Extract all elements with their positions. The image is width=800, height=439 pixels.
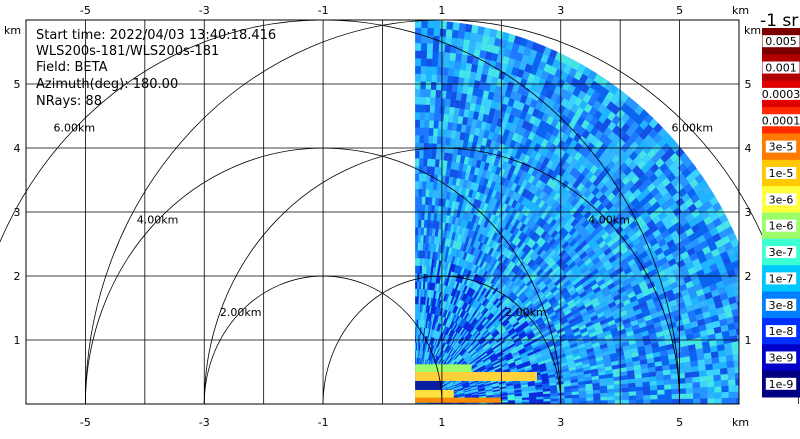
y-tick-label-left: 3 xyxy=(14,206,21,219)
colorbar-label: 3e-8 xyxy=(769,299,794,312)
range-ring-label: 2.00km xyxy=(505,306,547,319)
range-ring-label: 4.00km xyxy=(137,214,179,227)
colorbar-label: 3e-7 xyxy=(769,246,794,259)
colorbar-label: 0.0003 xyxy=(762,88,800,101)
axis-unit-label: km xyxy=(744,24,761,37)
colorbar-label: 3e-9 xyxy=(769,351,794,364)
x-tick-label-top: 1 xyxy=(438,4,445,17)
y-tick-label-left: 1 xyxy=(14,334,21,347)
y-tick-label-left: 4 xyxy=(14,142,21,155)
range-ring-2km-right xyxy=(322,275,562,405)
y-tick-label-right: 2 xyxy=(745,270,752,283)
azimuth-text: Azimuth(deg): 180.00 xyxy=(36,77,178,92)
x-tick-label-top: 3 xyxy=(557,4,564,17)
colorbar: 0.005 0.001 0.0003 0.0001 3e-5 1e-5 3e-6 1e-6 3e… xyxy=(759,28,800,398)
y-tick-label-left: 2 xyxy=(14,270,21,283)
range-ring-label: 4.00km xyxy=(588,214,630,227)
range-ring-label: 6.00km xyxy=(671,122,713,135)
x-tick-label-bottom: 5 xyxy=(676,416,683,429)
x-tick-label-bottom: -5 xyxy=(80,416,91,429)
plot-frame xyxy=(25,19,740,405)
start-time-text: Start time: 2022/04/03 13:40:18.416 xyxy=(36,28,276,43)
colorbar-label: 1e-8 xyxy=(769,325,794,338)
x-tick-label-bottom: 3 xyxy=(557,416,564,429)
colorbar-label: 1e-7 xyxy=(769,272,794,285)
colorbar-label: 0.001 xyxy=(765,62,797,75)
y-tick-label-left: 5 xyxy=(14,78,21,91)
info-panel: Start time: 2022/04/03 13:40:18.416 WLS2… xyxy=(36,28,276,109)
colorbar-label: 0.0001 xyxy=(762,114,800,127)
colorbar-label: 1e-9 xyxy=(769,378,794,391)
axis-unit-label: km xyxy=(4,24,21,37)
range-ring-2km-left xyxy=(203,275,443,405)
x-tick-label-top: -3 xyxy=(199,4,210,17)
colorbar-unit: -1 sr xyxy=(760,11,798,31)
x-tick-label-bottom: 1 xyxy=(438,416,445,429)
range-ring-label: 6.00km xyxy=(54,122,96,135)
x-tick-label-top: 5 xyxy=(676,4,683,17)
axes: -5 -5 -3 -3 -1 -1 1 1 3 3 5 5 1 1 2 2 3 3 4 4 5 5 km km km km xyxy=(4,4,761,429)
colorbar-label: 3e-6 xyxy=(769,193,794,206)
field-text: Field: BETA xyxy=(36,60,108,75)
y-tick-label-right: 1 xyxy=(745,334,752,347)
instrument-text: WLS200s-181/WLS200s-181 xyxy=(36,44,219,59)
y-tick-label-right: 4 xyxy=(745,142,752,155)
axis-unit-label: km xyxy=(732,416,749,429)
colorbar-label: 3e-5 xyxy=(769,141,794,154)
x-tick-label-bottom: -3 xyxy=(199,416,210,429)
x-tick-label-bottom: -1 xyxy=(318,416,329,429)
axis-unit-label: km xyxy=(732,4,749,17)
grid-lines xyxy=(26,20,739,404)
colorbar-label: 1e-6 xyxy=(769,220,794,233)
range-ring-label: 2.00km xyxy=(220,306,262,319)
x-tick-label-top: -5 xyxy=(80,4,91,17)
colorbar-label: 0.005 xyxy=(765,35,797,48)
x-tick-label-top: -1 xyxy=(318,4,329,17)
y-tick-label-right: 5 xyxy=(745,78,752,91)
nrays-text: NRays: 88 xyxy=(36,94,102,109)
y-tick-label-right: 3 xyxy=(745,206,752,219)
colorbar-label: 1e-5 xyxy=(769,167,794,180)
range-ring-4km-left xyxy=(85,148,562,405)
